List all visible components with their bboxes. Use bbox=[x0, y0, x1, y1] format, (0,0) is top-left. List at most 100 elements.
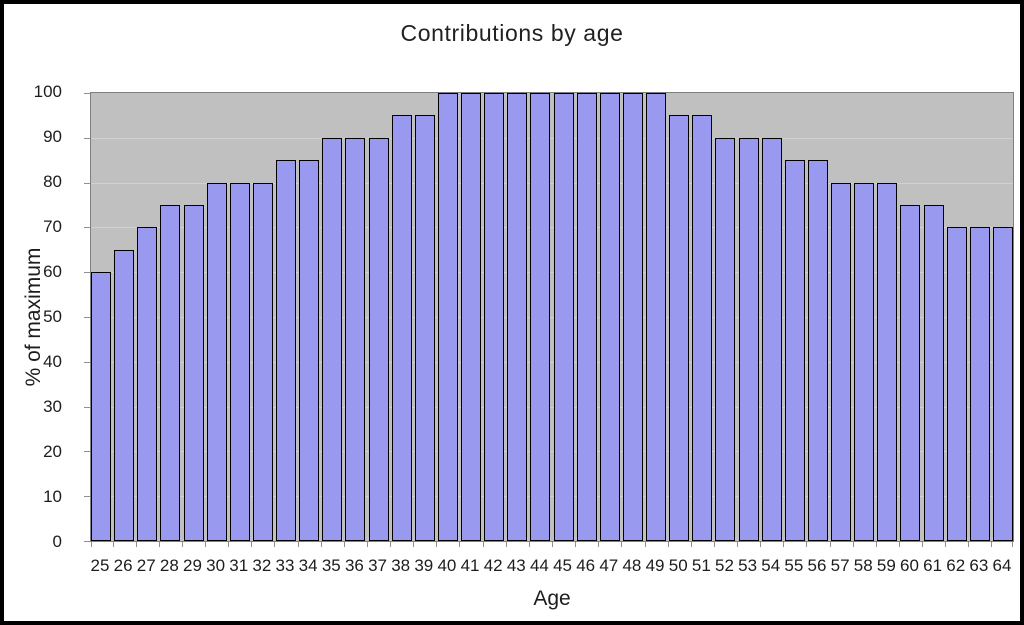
x-tick-label-62: 62 bbox=[946, 556, 966, 575]
x-axis-tick-mark bbox=[528, 542, 530, 547]
bar-age-62 bbox=[946, 227, 967, 541]
x-tick-label-36: 36 bbox=[344, 556, 364, 575]
y-tick-label-40: 40 bbox=[43, 352, 62, 371]
x-tick-label-53: 53 bbox=[738, 556, 758, 575]
gridline-20 bbox=[91, 451, 1013, 453]
x-axis-tick-mark bbox=[482, 542, 484, 547]
bar-age-26 bbox=[114, 249, 135, 541]
x-tick-label-42: 42 bbox=[483, 556, 503, 575]
x-axis-tick-mark bbox=[737, 542, 739, 547]
gridline-10 bbox=[91, 496, 1013, 498]
bar-age-44 bbox=[530, 93, 551, 541]
bar-age-55 bbox=[784, 160, 805, 541]
x-tick-label-26: 26 bbox=[113, 556, 133, 575]
x-axis-tick-mark bbox=[158, 542, 160, 547]
x-axis-tick-mark bbox=[390, 542, 392, 547]
x-tick-label-44: 44 bbox=[529, 556, 549, 575]
x-tick-label-51: 51 bbox=[691, 556, 711, 575]
gridline-80 bbox=[91, 182, 1013, 184]
x-axis-tick-mark bbox=[1012, 542, 1013, 547]
x-tick-label-54: 54 bbox=[761, 556, 781, 575]
x-axis-tick-mark bbox=[621, 542, 623, 547]
bar-age-29 bbox=[183, 205, 204, 541]
y-axis-tick-mark bbox=[84, 317, 90, 318]
y-axis-tick-mark bbox=[84, 93, 90, 94]
bar-age-58 bbox=[854, 182, 875, 541]
x-axis-tick-mark bbox=[320, 542, 322, 547]
x-axis-tick-mark bbox=[181, 542, 183, 547]
x-tick-label-32: 32 bbox=[252, 556, 272, 575]
x-tick-label-52: 52 bbox=[714, 556, 734, 575]
y-axis-tick-mark bbox=[84, 361, 90, 363]
bar-age-61 bbox=[923, 205, 944, 541]
bar-age-64 bbox=[993, 227, 1013, 541]
bar-age-28 bbox=[160, 205, 181, 541]
x-axis-tick-mark bbox=[366, 542, 368, 547]
y-axis-tick-mark bbox=[84, 496, 90, 498]
x-tick-label-58: 58 bbox=[853, 556, 873, 575]
bar-age-56 bbox=[807, 160, 828, 541]
bar-age-59 bbox=[877, 182, 898, 541]
bar-age-60 bbox=[900, 205, 921, 541]
x-tick-label-59: 59 bbox=[876, 556, 896, 575]
x-tick-label-27: 27 bbox=[136, 556, 156, 575]
x-tick-label-49: 49 bbox=[645, 556, 665, 575]
bar-age-36 bbox=[345, 137, 366, 541]
x-tick-label-57: 57 bbox=[830, 556, 850, 575]
y-tick-label-100: 100 bbox=[33, 82, 62, 101]
x-axis-tick-mark bbox=[806, 542, 808, 547]
bar-age-52 bbox=[715, 137, 736, 541]
x-tick-label-43: 43 bbox=[506, 556, 526, 575]
bar-age-40 bbox=[437, 93, 458, 541]
x-axis-tick-mark bbox=[274, 542, 276, 547]
x-tick-label-33: 33 bbox=[275, 556, 295, 575]
y-axis-tick-mark bbox=[84, 227, 90, 229]
bar-age-43 bbox=[507, 93, 528, 541]
x-axis-tick-mark bbox=[667, 542, 669, 547]
x-axis-tick-mark bbox=[945, 542, 947, 547]
x-axis-tick-mark bbox=[875, 542, 877, 547]
bar-age-38 bbox=[391, 115, 412, 541]
x-axis-tick-labels: 25 26 27 28 29 30 31 32 33 34 35 36 37 38 39 40 41 42 43 44… bbox=[90, 556, 1014, 580]
x-tick-label-40: 40 bbox=[437, 556, 457, 575]
bar-age-35 bbox=[322, 137, 343, 541]
bar-age-51 bbox=[692, 115, 713, 541]
y-axis-tick-mark bbox=[84, 182, 90, 184]
x-axis-tick-mark bbox=[783, 542, 785, 547]
chart-title: Contributions by age bbox=[400, 20, 624, 46]
x-axis-tick-mark bbox=[91, 542, 92, 547]
x-tick-label-38: 38 bbox=[391, 556, 411, 575]
x-axis-tick-mark bbox=[852, 542, 854, 547]
y-tick-label-50: 50 bbox=[43, 307, 62, 326]
bar-age-33 bbox=[276, 160, 297, 541]
x-tick-label-47: 47 bbox=[599, 556, 619, 575]
x-axis-tick-mark bbox=[112, 542, 114, 547]
x-tick-label-35: 35 bbox=[321, 556, 341, 575]
bar-age-49 bbox=[646, 93, 667, 541]
x-axis-tick-mark bbox=[829, 542, 831, 547]
y-tick-label-60: 60 bbox=[43, 262, 62, 281]
x-tick-label-45: 45 bbox=[553, 556, 573, 575]
bar-age-54 bbox=[761, 137, 782, 541]
plot-area bbox=[84, 92, 1014, 547]
bar-age-46 bbox=[576, 93, 597, 541]
x-axis-tick-mark bbox=[898, 542, 900, 547]
y-axis-tick-labels: 0 10 20 30 40 50 60 70 80 90 100 bbox=[4, 4, 76, 621]
x-axis-tick-mark bbox=[297, 542, 299, 547]
gridline-70 bbox=[91, 227, 1013, 229]
bar-age-25 bbox=[91, 272, 111, 541]
gridline-60 bbox=[91, 272, 1013, 274]
y-tick-label-70: 70 bbox=[43, 217, 62, 236]
y-tick-label-90: 90 bbox=[43, 127, 62, 146]
x-axis-tick-mark bbox=[505, 542, 507, 547]
y-tick-label-30: 30 bbox=[43, 397, 62, 416]
x-axis-tick-mark bbox=[135, 542, 137, 547]
x-tick-label-34: 34 bbox=[298, 556, 318, 575]
x-tick-label-46: 46 bbox=[576, 556, 596, 575]
x-axis-tick-mark bbox=[436, 542, 438, 547]
y-tick-label-20: 20 bbox=[43, 442, 62, 461]
x-tick-label-29: 29 bbox=[183, 556, 202, 575]
x-axis-tick-mark bbox=[459, 542, 461, 547]
x-tick-label-56: 56 bbox=[807, 556, 827, 575]
